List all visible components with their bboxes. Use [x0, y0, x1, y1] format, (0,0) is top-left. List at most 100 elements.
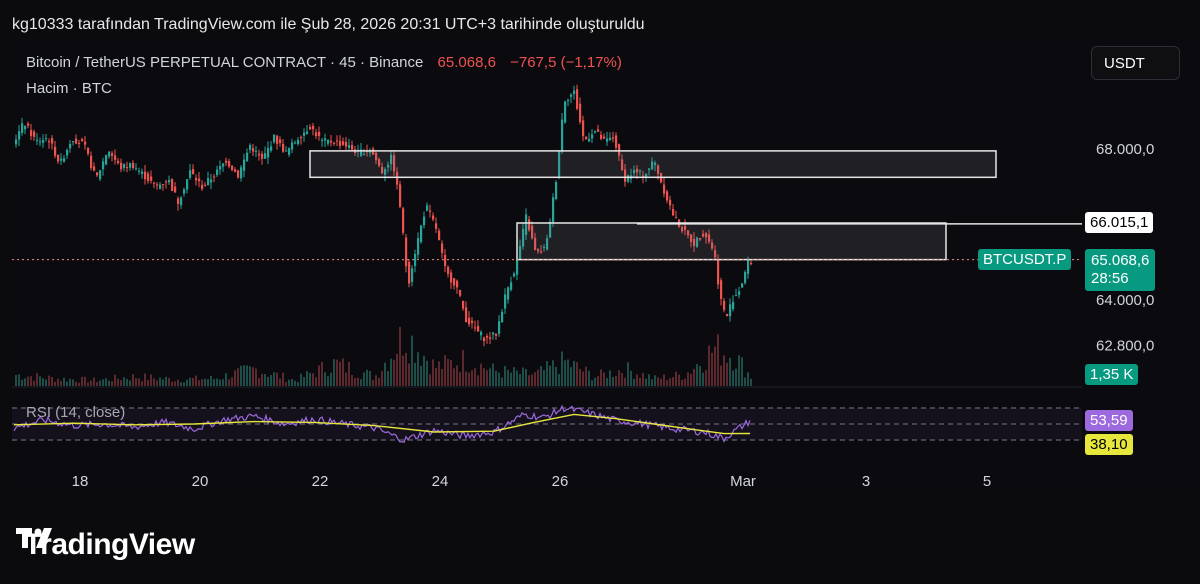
candle-body	[309, 126, 312, 130]
volume-bar	[480, 363, 482, 386]
volume-bar	[723, 355, 725, 386]
volume-bar	[333, 359, 335, 386]
tradingview-logo-icon	[16, 528, 52, 548]
candle-body	[699, 238, 702, 240]
supply-zone	[309, 150, 997, 179]
countdown-value: 28:56	[1091, 270, 1129, 287]
volume-bar	[687, 372, 689, 386]
candle-body	[33, 131, 36, 137]
volume-bar	[669, 378, 671, 386]
volume-bar	[633, 378, 635, 386]
volume-bar	[570, 367, 572, 386]
candle-body	[153, 182, 156, 184]
chart-area[interactable]: 68.000,0 64.000,0 62.800,0 18 20 22 24 26 Mar 3 5 …	[12, 38, 1200, 494]
volume-bar	[531, 374, 533, 386]
volume-bar	[663, 374, 665, 386]
volume-bar	[339, 361, 341, 386]
volume-bar	[543, 370, 545, 386]
volume-bar	[738, 355, 740, 386]
volume-bar	[435, 368, 437, 386]
volume-bar	[177, 379, 179, 386]
volume-bar	[681, 379, 683, 386]
candle-body	[609, 137, 612, 141]
volume-bar	[87, 382, 89, 386]
candle-body	[702, 233, 705, 237]
volume-bar	[441, 369, 443, 386]
volume-bar	[69, 378, 71, 386]
candle-body	[567, 99, 570, 101]
volume-bar	[423, 355, 425, 386]
candle-body	[579, 103, 582, 123]
candle-body	[744, 272, 747, 283]
volume-bar	[450, 359, 452, 386]
candle-body	[90, 155, 93, 169]
candle-body	[297, 139, 300, 145]
volume-bar	[540, 366, 542, 386]
volume-bar	[672, 377, 674, 386]
candle-body	[432, 215, 435, 220]
candle-body	[183, 189, 186, 194]
volume-bar	[183, 382, 185, 386]
volume-bar	[489, 368, 491, 386]
candle-body	[513, 273, 516, 277]
candle-body	[24, 126, 27, 130]
candle-body	[390, 154, 393, 165]
volume-bar	[114, 374, 116, 386]
volume-bar	[393, 359, 395, 386]
volume-bar	[18, 374, 20, 386]
candle-body	[693, 238, 696, 247]
candle-body	[177, 198, 180, 205]
volume-bar	[201, 379, 203, 386]
volume-bar	[237, 368, 239, 386]
volume-bar	[510, 372, 512, 386]
supply-zone	[516, 222, 947, 261]
candle-body	[633, 169, 636, 174]
volume-bar	[297, 382, 299, 386]
candle-body	[564, 101, 567, 123]
candle-body	[663, 184, 666, 194]
symbol-title: Bitcoin / TetherUS PERPETUAL CONTRACT · …	[26, 54, 424, 71]
volume-bar	[390, 358, 392, 386]
volume-bar	[243, 365, 245, 386]
candle-body	[594, 131, 597, 133]
candle-body	[63, 158, 66, 162]
volume-bar	[411, 335, 413, 386]
candle-body	[87, 147, 90, 154]
volume-bar	[600, 369, 602, 386]
chart-svg[interactable]: 68.000,0 64.000,0 62.800,0 18 20 22 24 26 Mar 3 5	[12, 38, 1200, 494]
volume-bar	[123, 377, 125, 386]
candle-body	[405, 237, 408, 267]
candle-body	[261, 153, 264, 159]
currency-button[interactable]: USDT	[1091, 46, 1180, 80]
candle-body	[435, 223, 438, 229]
volume-bar	[549, 365, 551, 386]
candle-body	[393, 155, 396, 172]
volume-bar	[81, 376, 83, 386]
export-header: kg10333 tarafından TradingView.com ile Ş…	[0, 0, 1200, 38]
candle-body	[138, 170, 141, 172]
candle-body	[234, 169, 237, 172]
candle-body	[189, 170, 192, 178]
candle-body	[360, 149, 363, 156]
y-tick-label: 68.000,0	[1096, 141, 1154, 158]
candle-body	[201, 184, 204, 189]
candle-body	[249, 145, 252, 150]
candle-body	[627, 175, 630, 182]
candle-body	[534, 237, 537, 250]
volume-bar	[603, 372, 605, 386]
candle-body	[72, 141, 75, 143]
volume-bar	[519, 373, 521, 386]
candle-body	[66, 149, 69, 156]
candle-body	[378, 159, 381, 166]
volume-bar	[207, 379, 209, 386]
candle-body	[396, 171, 399, 185]
volume-bar	[255, 368, 257, 386]
volume-bar	[45, 379, 47, 386]
volume-bar	[213, 378, 215, 386]
candle-body	[450, 272, 453, 283]
volume-bar	[222, 379, 224, 386]
candle-body	[408, 261, 411, 284]
volume-bar	[126, 378, 128, 386]
volume-bar	[141, 381, 143, 386]
candle-body	[474, 327, 477, 329]
